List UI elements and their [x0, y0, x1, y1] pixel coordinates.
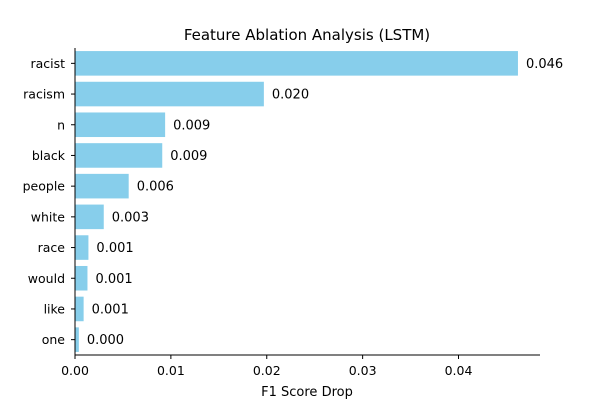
x-tick-label: 0.00	[61, 363, 89, 378]
bar-one	[75, 327, 79, 352]
data-label-like: 0.001	[92, 302, 129, 317]
data-label-racism: 0.020	[272, 88, 309, 103]
y-tick-label-white: white	[31, 209, 66, 224]
data-label-white: 0.003	[112, 210, 149, 225]
y-tick-label-racism: racism	[23, 87, 65, 102]
bar-racist	[75, 51, 518, 76]
y-tick-label-people: people	[23, 179, 66, 194]
x-tick-label: 0.02	[253, 363, 281, 378]
data-label-black: 0.009	[170, 149, 207, 164]
chart-title: Feature Ablation Analysis (LSTM)	[184, 26, 430, 44]
bar-n	[75, 112, 166, 138]
y-tick-label-racist: racist	[30, 56, 65, 71]
y-tick-label-black: black	[32, 148, 66, 163]
bar-white	[75, 204, 104, 230]
y-tick-label-would: would	[28, 271, 65, 286]
data-label-one: 0.000	[87, 333, 124, 348]
data-label-would: 0.001	[95, 272, 132, 287]
data-label-n: 0.009	[173, 118, 210, 133]
y-tick-label-race: race	[38, 240, 66, 255]
data-labels: 0.046 0.020 0.009 0.009 0.006 0.003 0.001 0.001…	[87, 57, 563, 348]
data-label-people: 0.006	[137, 180, 174, 195]
bar-like	[75, 296, 84, 322]
bar-people	[75, 173, 129, 199]
x-tick-label: 0.04	[445, 363, 473, 378]
x-tick-label: 0.03	[349, 363, 377, 378]
data-label-race: 0.001	[96, 241, 133, 256]
bars-group	[75, 51, 518, 352]
y-tick-label-one: one	[42, 332, 66, 347]
bar-race	[75, 235, 89, 260]
x-tick-label: 0.01	[157, 363, 185, 378]
y-tick-label-n: n	[57, 117, 65, 132]
x-axis: 0.00 0.01 0.02 0.03 0.04	[61, 355, 472, 378]
y-tick-labels: racist racism n black people white race would li…	[23, 56, 75, 347]
bar-would	[75, 265, 88, 291]
x-axis-label: F1 Score Drop	[261, 385, 353, 400]
bar-racism	[75, 81, 264, 107]
y-tick-label-like: like	[44, 301, 66, 316]
bar-black	[75, 143, 163, 168]
data-label-racist: 0.046	[526, 57, 563, 72]
